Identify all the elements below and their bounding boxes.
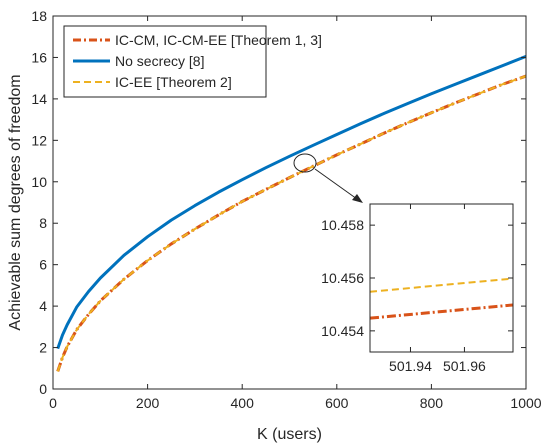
y-axis-label: Achievable sum degrees of freedom bbox=[7, 74, 24, 330]
x-axis-label: K (users) bbox=[257, 426, 322, 443]
zoom-arrow-head bbox=[352, 194, 363, 203]
inset-x-tick-label: 501.94 bbox=[389, 358, 432, 374]
y-tick-label: 8 bbox=[39, 215, 47, 231]
inset-series-ic-cm-ic-cm-ee-theorem-1-3 bbox=[369, 303, 514, 320]
x-tick-label: 1000 bbox=[510, 395, 541, 411]
y-tick-label: 14 bbox=[31, 91, 47, 107]
inset-y-tick-label: 10.456 bbox=[321, 270, 364, 286]
zoom-marker-ellipse bbox=[293, 153, 317, 173]
inset-x-tick-label: 501.96 bbox=[443, 358, 486, 374]
inset-y-tick-label: 10.454 bbox=[321, 323, 364, 339]
x-tick-label: 400 bbox=[231, 395, 255, 411]
plot-frame bbox=[52, 15, 527, 390]
legend-label-no-secrecy: No secrecy [8] bbox=[115, 53, 204, 69]
y-tick-label: 2 bbox=[39, 340, 47, 356]
inset-y-tick-label: 10.458 bbox=[321, 217, 364, 233]
x-tick-label: 600 bbox=[325, 395, 349, 411]
inset-series-ic-ee-theorem-2 bbox=[369, 277, 514, 293]
x-tick-label: 0 bbox=[49, 395, 57, 411]
main-series-group bbox=[56, 55, 527, 372]
y-tick-label: 4 bbox=[39, 298, 47, 314]
x-tick-label: 200 bbox=[136, 395, 160, 411]
legend-label-ic-ee: IC-EE [Theorem 2] bbox=[115, 74, 232, 90]
legend-item-no-secrecy: No secrecy [8] bbox=[73, 53, 204, 69]
x-axis-ticks: 0 200 400 600 800 1000 bbox=[49, 16, 542, 411]
series-ic-ee-theorem-2 bbox=[56, 75, 527, 372]
inset-background bbox=[370, 204, 513, 352]
legend-item-ic-ee: IC-EE [Theorem 2] bbox=[73, 74, 232, 90]
x-tick-label: 800 bbox=[420, 395, 444, 411]
series-no-secrecy-8 bbox=[56, 55, 527, 350]
legend-label-ic-cm: IC-CM, IC-CM-EE [Theorem 1, 3] bbox=[115, 32, 322, 48]
legend: IC-CM, IC-CM-EE [Theorem 1, 3] No secrec… bbox=[63, 25, 322, 98]
y-tick-label: 18 bbox=[31, 8, 47, 24]
inset-y-axis-ticks: 10.454 10.456 10.458 bbox=[321, 217, 513, 339]
y-axis-ticks: 0 2 4 6 8 10 12 14 16 18 bbox=[31, 8, 526, 397]
inset-x-axis-ticks: 501.94 501.96 bbox=[389, 204, 486, 374]
inset-series-group bbox=[369, 277, 514, 320]
legend-item-ic-cm: IC-CM, IC-CM-EE [Theorem 1, 3] bbox=[73, 32, 322, 48]
inset-plot: 501.94 501.96 10.454 10.456 10.458 bbox=[321, 203, 514, 374]
y-tick-label: 6 bbox=[39, 257, 47, 273]
y-tick-label: 10 bbox=[31, 174, 47, 190]
y-tick-label: 0 bbox=[39, 381, 47, 397]
zoom-callout bbox=[293, 153, 363, 203]
zoom-arrow-line bbox=[314, 168, 358, 200]
y-tick-label: 12 bbox=[31, 132, 47, 148]
y-tick-label: 16 bbox=[31, 49, 47, 65]
